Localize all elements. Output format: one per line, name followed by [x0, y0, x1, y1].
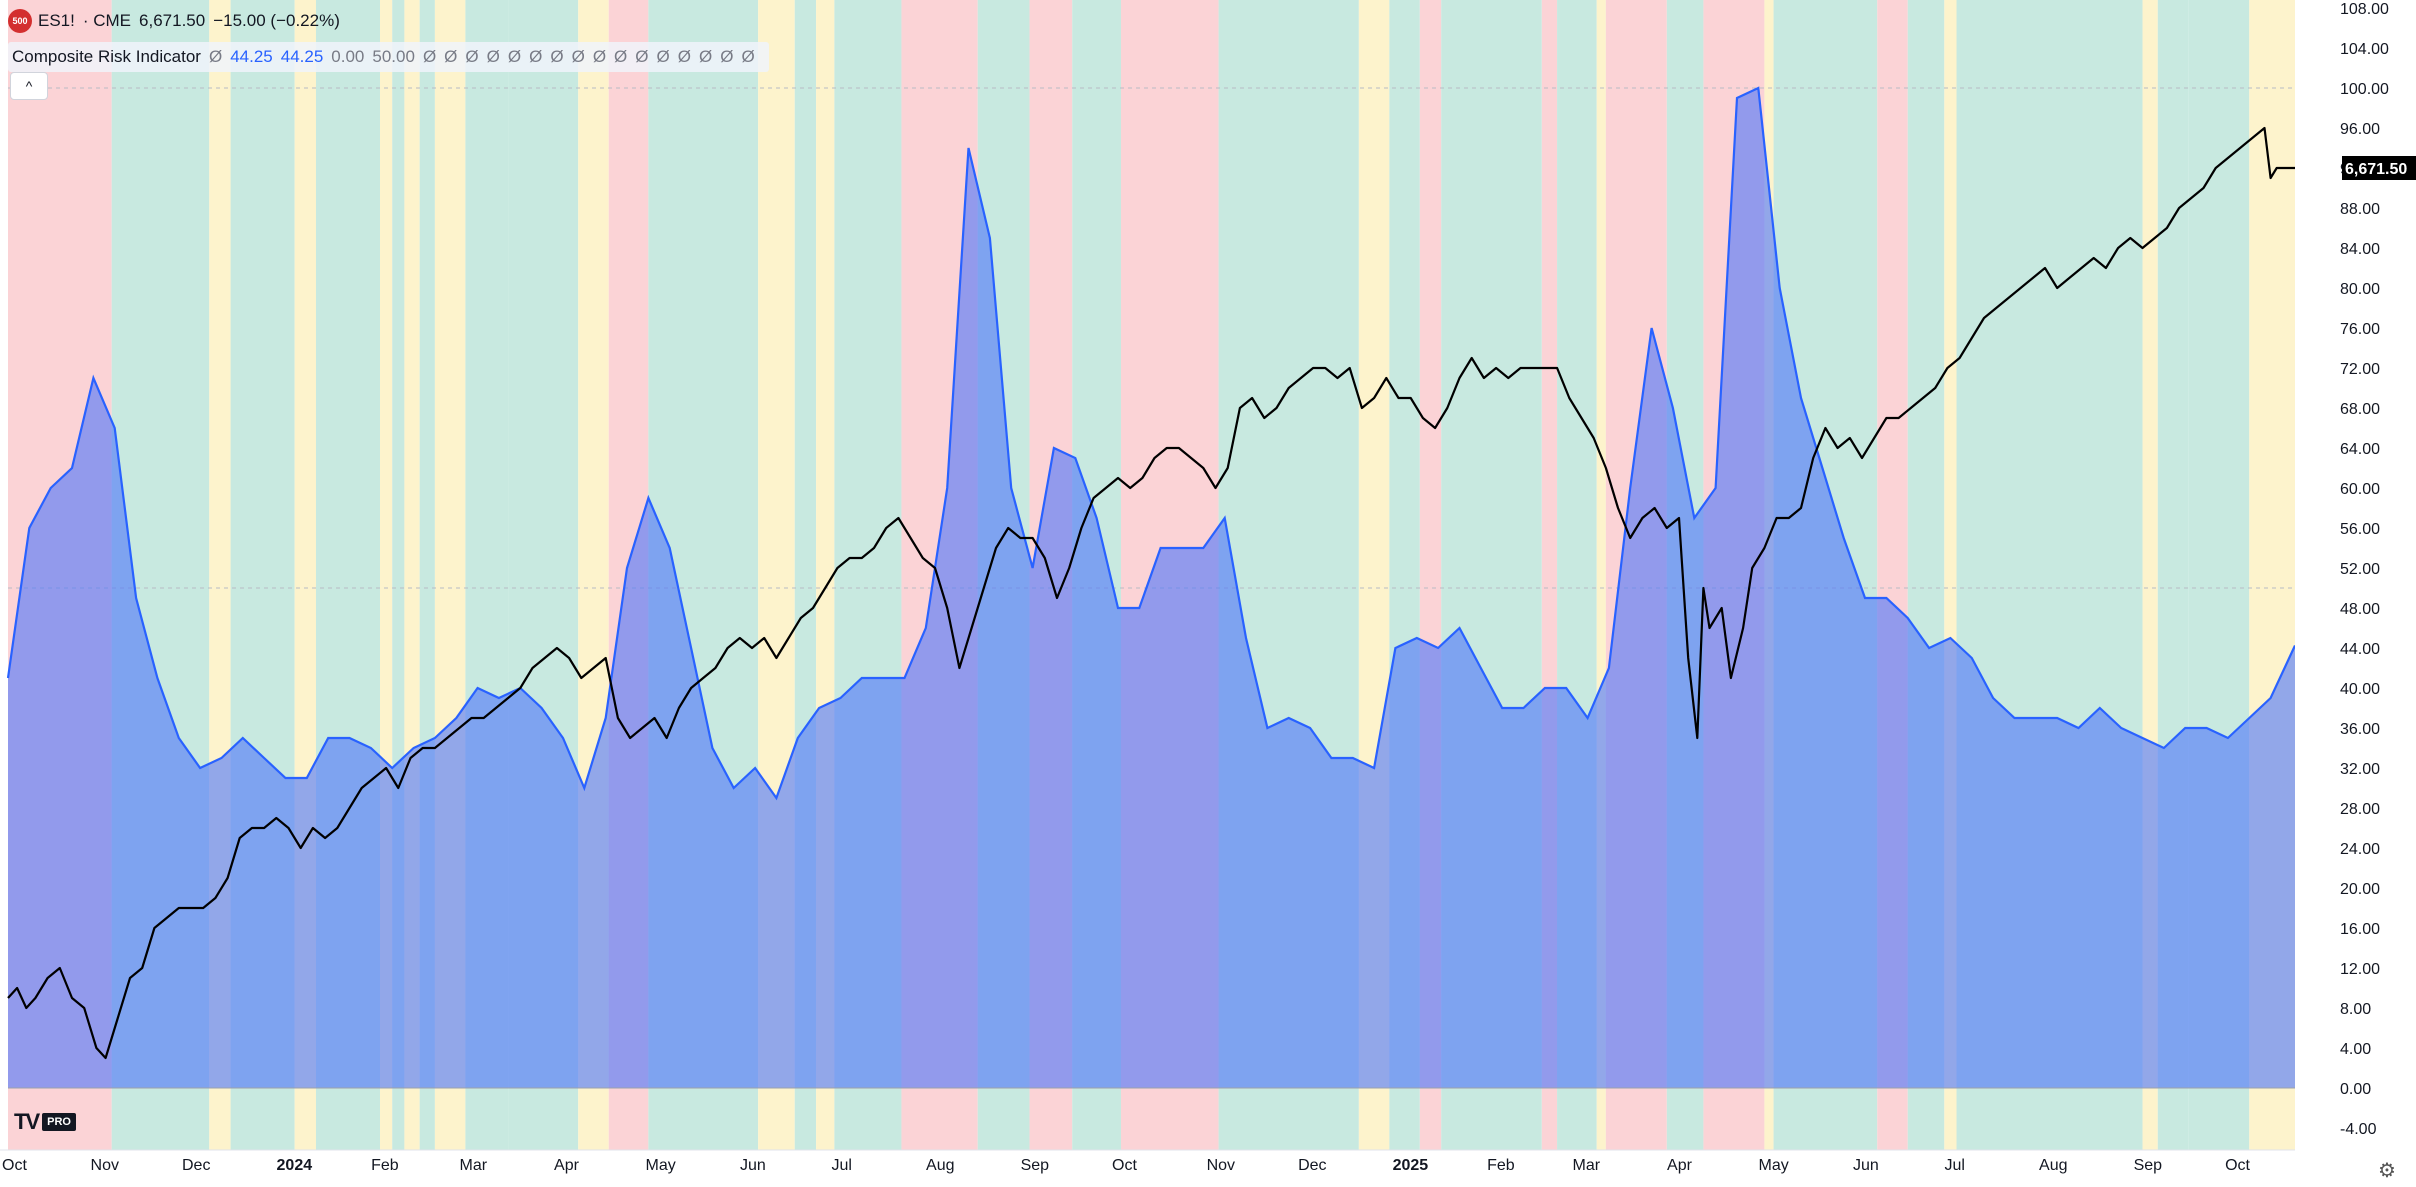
x-tick-label: Oct [1112, 1157, 1137, 1174]
x-tick-label: Sep [2134, 1157, 2163, 1174]
y-tick-label: 64.00 [2340, 441, 2380, 458]
indicator-value: Ø [550, 47, 564, 66]
price-label-box [2342, 156, 2416, 180]
x-tick-label: Aug [2039, 1157, 2067, 1174]
y-tick-label: 68.00 [2340, 401, 2380, 418]
price-change: −15.00 (−0.22%) [213, 11, 340, 30]
indicator-value: Ø [741, 47, 755, 66]
x-tick-label: 2024 [277, 1157, 313, 1174]
x-tick-label: Sep [1021, 1157, 1050, 1174]
x-tick-label: Aug [926, 1157, 954, 1174]
indicator-value: Ø [422, 47, 437, 66]
y-tick-label: -4.00 [2340, 1121, 2377, 1138]
x-tick-label: Nov [1207, 1157, 1235, 1174]
x-tick-label: Nov [91, 1157, 119, 1174]
indicator-value: Ø [656, 47, 670, 66]
x-tick-label: May [646, 1157, 676, 1174]
tradingview-logo[interactable]: TV PRO [14, 1109, 76, 1134]
y-tick-label: 76.00 [2340, 321, 2380, 338]
last-price: 6,671.50 [139, 11, 206, 30]
price-series-line [7, 126, 2295, 1060]
x-tick-label: Dec [182, 1157, 210, 1174]
x-tick-label: Feb [1487, 1157, 1515, 1174]
indicator-value: Ø [720, 47, 734, 66]
y-tick-label: 60.00 [2340, 481, 2380, 498]
x-tick-label: May [1759, 1157, 1789, 1174]
x-tick-label: Jun [1853, 1157, 1879, 1174]
y-tick-label: 40.00 [2340, 681, 2380, 698]
indicator-value: Ø [571, 47, 585, 66]
indicator-value: Ø [529, 47, 543, 66]
y-tick-label: 88.00 [2340, 201, 2380, 218]
y-tick-label: 72.00 [2340, 361, 2380, 378]
tv-logo-mark: TV [14, 1109, 40, 1134]
y-tick-label: 4.00 [2340, 1041, 2371, 1058]
legend-indicator-row[interactable]: Composite Risk Indicator Ø 44.25 44.25 0… [8, 42, 769, 72]
indicator-value: Ø [507, 47, 522, 66]
x-tick-label: Mar [1573, 1157, 1601, 1174]
y-tick-label: 20.00 [2340, 881, 2380, 898]
y-axis-panel [2295, 0, 2416, 1187]
y-tick-label: 80.00 [2340, 281, 2380, 298]
indicator-value: Ø [592, 47, 607, 66]
y-tick-label: 28.00 [2340, 801, 2380, 818]
indicator-name: Composite Risk Indicator [12, 47, 201, 66]
regime-band-yellow [1596, 0, 1606, 1150]
x-tick-label: Apr [554, 1157, 580, 1174]
y-tick-label: 12.00 [2340, 961, 2380, 978]
collapse-legend-button[interactable]: ^ [10, 72, 48, 100]
x-tick-label: Oct [2225, 1157, 2250, 1174]
indicator-value: Ø [677, 47, 691, 66]
risk-area-fill [8, 88, 2295, 1088]
y-tick-label: 36.00 [2340, 721, 2380, 738]
x-tick-label: Mar [459, 1157, 487, 1174]
y-tick-label: 0.00 [2340, 1081, 2371, 1098]
symbol-badge-icon: 500 [8, 9, 32, 33]
legend: 500 ES1! · CME 6,671.50 −15.00 (−0.22%) … [8, 6, 769, 72]
pro-badge: PRO [42, 1113, 76, 1131]
indicator-value: Ø [614, 47, 628, 66]
x-axis-panel [0, 1150, 2295, 1187]
price-label-text: 6,671.50 [2345, 161, 2407, 178]
y-tick-label: 100.00 [2340, 81, 2389, 98]
y-tick-label: 48.00 [2340, 601, 2380, 618]
y-tick-label: 44.00 [2340, 641, 2380, 658]
x-tick-label: Jul [1945, 1157, 1965, 1174]
symbol-name: ES1! [38, 11, 75, 30]
x-tick-label: 2025 [1393, 1157, 1429, 1174]
y-tick-label: 52.00 [2340, 561, 2380, 578]
indicator-value: Ø [465, 47, 479, 66]
indicator-value: 50.00 [372, 47, 415, 66]
indicator-value: 44.25 [230, 47, 273, 66]
indicator-value: Ø [635, 47, 649, 66]
x-tick-label: Feb [371, 1157, 399, 1174]
y-tick-label: 16.00 [2340, 921, 2380, 938]
indicator-value: Ø [486, 47, 500, 66]
indicator-value: Ø [698, 47, 713, 66]
indicator-value: 0.00 [331, 47, 365, 66]
y-tick-label: 32.00 [2340, 761, 2380, 778]
x-tick-label: Dec [1298, 1157, 1326, 1174]
y-tick-label: 104.00 [2340, 41, 2389, 58]
y-tick-label: 8.00 [2340, 1001, 2371, 1018]
settings-gear-icon[interactable]: ⚙ [2378, 1160, 2396, 1182]
indicator-value: Ø [444, 47, 458, 66]
x-tick-label: Jul [832, 1157, 852, 1174]
y-tick-label: 108.00 [2340, 1, 2389, 18]
y-tick-label: 96.00 [2340, 121, 2380, 138]
risk-area-line [6, 86, 2296, 801]
y-tick-label: 84.00 [2340, 241, 2380, 258]
indicator-value: Ø [208, 47, 223, 66]
y-tick-label: 56.00 [2340, 521, 2380, 538]
exchange-name: · CME [82, 11, 132, 30]
y-tick-label: 24.00 [2340, 841, 2380, 858]
x-tick-label: Jun [740, 1157, 766, 1174]
legend-symbol-row[interactable]: 500 ES1! · CME 6,671.50 −15.00 (−0.22%) [8, 6, 769, 36]
x-tick-label: Apr [1667, 1157, 1693, 1174]
x-tick-label: Oct [2, 1157, 27, 1174]
indicator-value: 44.25 [280, 47, 324, 66]
